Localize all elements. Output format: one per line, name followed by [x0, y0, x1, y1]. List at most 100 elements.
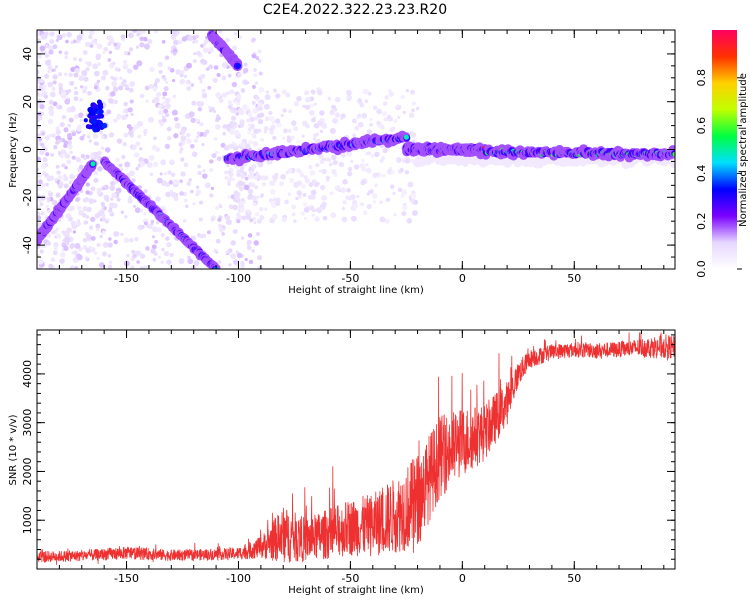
heatmap-cell: [102, 241, 109, 248]
heatmap-cell: [127, 107, 133, 113]
heatmap-cell: [145, 99, 149, 104]
heatmap-cell: [86, 61, 92, 67]
heatmap-cell: [84, 220, 89, 225]
heatmap-cell: [296, 168, 301, 173]
heatmap-cell: [131, 144, 137, 151]
heatmap-cell: [263, 103, 270, 110]
heatmap-cell: [247, 173, 254, 179]
heatmap-cell: [41, 111, 45, 115]
heatmap-cell: [186, 62, 192, 69]
heatmap-cell: [151, 244, 157, 250]
heatmap-cell: [193, 52, 197, 56]
heatmap-cell: [150, 219, 155, 224]
heatmap-cell: [65, 236, 71, 243]
heatmap-cell: [293, 219, 297, 223]
heatmap-cell: [135, 250, 140, 256]
heatmap-cell: [86, 206, 92, 212]
heatmap-cell: [219, 205, 223, 209]
spectrogram-y-label: Frequency (Hz): [8, 112, 19, 188]
heatmap-cell: [369, 117, 373, 122]
heatmap-cell: [89, 30, 95, 36]
heatmap-cell: [151, 144, 158, 151]
heatmap-cell: [64, 50, 69, 56]
snr-y-tick-label: 3000: [21, 409, 34, 437]
heatmap-cell: [241, 198, 245, 202]
heatmap-cell: [42, 171, 46, 175]
heatmap-cell: [200, 58, 206, 64]
heatmap-cell: [270, 124, 276, 130]
heatmap-cell: [257, 265, 264, 269]
heatmap-cell: [135, 141, 141, 147]
heatmap-cell: [287, 192, 292, 197]
heatmap-cell: [167, 66, 172, 71]
heatmap-cell: [210, 217, 215, 222]
heatmap-cell: [246, 245, 252, 251]
heatmap-cell: [207, 51, 212, 55]
heatmap-cell: [315, 163, 320, 168]
heatmap-cell: [532, 158, 543, 169]
heatmap-cell: [160, 260, 164, 265]
heatmap-cell: [94, 41, 98, 45]
heatmap-cell: [144, 85, 150, 91]
snr-x-tick-label: 0: [459, 572, 466, 585]
heatmap-cell: [209, 167, 214, 172]
heatmap-cell: [320, 207, 324, 211]
heatmap-cell: [296, 190, 303, 196]
heatmap-cell: [218, 98, 224, 103]
heatmap-cell: [251, 164, 257, 170]
heatmap-cell: [232, 229, 238, 234]
heatmap-cell: [254, 211, 260, 217]
heatmap-cell: [39, 149, 45, 155]
heatmap-cell: [49, 112, 54, 117]
heatmap-cell: [62, 163, 66, 167]
heatmap-cell: [113, 42, 118, 47]
heatmap-cell: [252, 202, 257, 207]
heatmap-cell: [217, 260, 222, 265]
heatmap-cell: [67, 140, 73, 145]
heatmap-cell: [389, 184, 395, 189]
heatmap-cell: [334, 185, 341, 191]
heatmap-cell: [287, 128, 292, 133]
heatmap-cell: [40, 162, 47, 169]
heatmap-cell: [90, 186, 96, 191]
heatmap-cell: [291, 204, 297, 210]
heatmap-cell: [202, 47, 209, 54]
colorbar-tick-label: 0.2: [695, 212, 708, 230]
heatmap-cell: [180, 129, 186, 135]
heatmap-cell: [134, 152, 140, 158]
heatmap-cell: [60, 154, 64, 159]
heatmap-cell: [308, 182, 314, 187]
heatmap-cell: [67, 144, 73, 150]
heatmap-cell: [359, 102, 365, 108]
spectrogram-panel: -150 -100 -50 0 50 -40 -20 0 20 40 Height of str…: [8, 29, 676, 296]
heatmap-cell: [108, 132, 115, 138]
heatmap-cell: [37, 253, 40, 258]
heatmap-cell: [215, 206, 219, 211]
heatmap-cell: [329, 128, 336, 134]
heatmap-cell: [196, 131, 201, 136]
heatmap-cell: [53, 145, 58, 150]
spectrogram-x-tick-label: -50: [341, 272, 359, 285]
heatmap-cell: [159, 172, 163, 176]
heatmap-cell: [379, 124, 385, 130]
heatmap-cell: [97, 121, 104, 128]
heatmap-cell: [240, 141, 246, 148]
heatmap-cell: [374, 183, 378, 188]
heatmap-cell: [270, 201, 275, 206]
heatmap-cell: [167, 170, 172, 175]
heatmap-cell: [82, 245, 88, 250]
heatmap-cell: [83, 85, 88, 90]
heatmap-cell: [104, 147, 111, 153]
heatmap-cell: [47, 81, 54, 88]
heatmap-cell: [96, 256, 100, 261]
heatmap-cell: [123, 60, 128, 65]
heatmap-cell: [76, 205, 82, 211]
heatmap-cell: [165, 191, 171, 198]
heatmap-cell: [112, 203, 118, 208]
heatmap-cell: [300, 211, 305, 216]
heatmap-cell: [231, 45, 238, 51]
heatmap-cell: [385, 197, 391, 203]
heatmap-cell: [100, 75, 107, 81]
heatmap-cell: [74, 86, 78, 90]
